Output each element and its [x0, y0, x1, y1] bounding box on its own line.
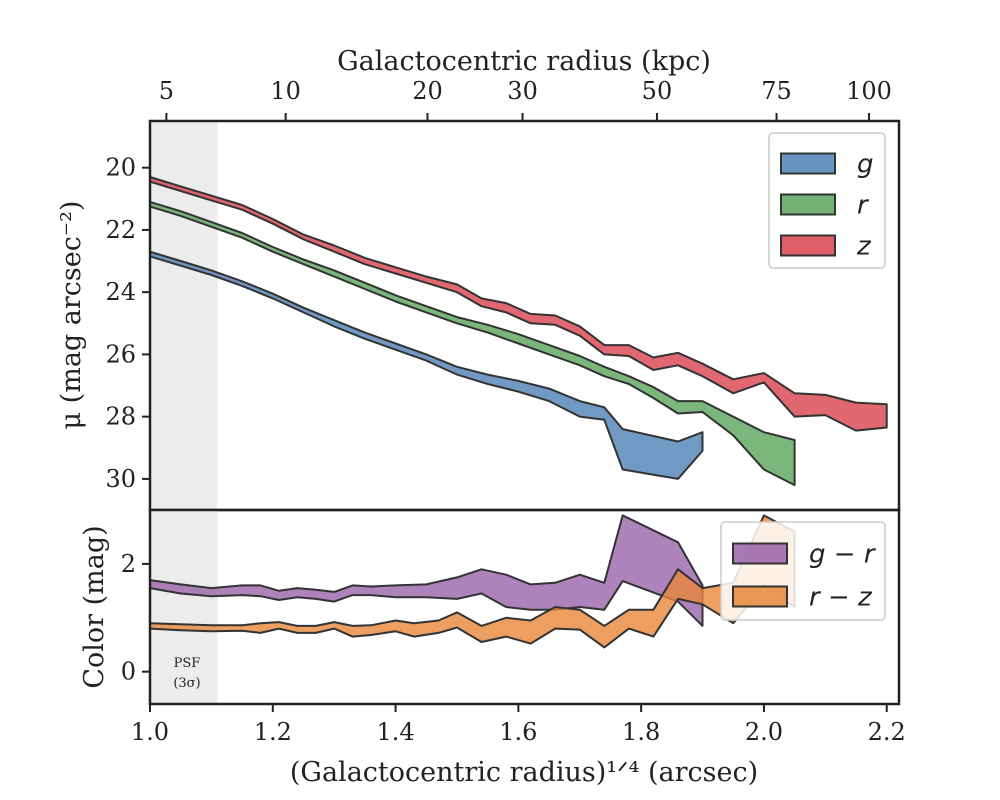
top-kpc-tick-label: 50 — [642, 77, 673, 105]
bottom-x-tick-label: 1.8 — [622, 718, 660, 746]
bottom-x-tick-label: 1.6 — [499, 718, 537, 746]
top-y-tick-label: 22 — [105, 216, 136, 244]
legend-label: g − r — [809, 540, 877, 570]
top-y-tick-label: 20 — [105, 154, 136, 182]
bottom-series-areas — [149, 514, 796, 649]
top-legend: grz — [768, 132, 886, 269]
top-series-areas — [149, 176, 888, 487]
bottom-x-tick-label: 1.2 — [254, 718, 292, 746]
legend-label: r − z — [809, 583, 873, 613]
legend-swatch — [732, 585, 788, 608]
bottom-x-tick-label: 1.4 — [376, 718, 414, 746]
bottom-x-tick-label: 1.0 — [131, 718, 169, 746]
legend-label: g — [857, 150, 874, 180]
top-x-axis-label: Galactocentric radius (kpc) — [337, 46, 711, 77]
top-kpc-tick-label: 100 — [846, 77, 892, 105]
bottom-legend: g − r r − z — [720, 521, 886, 621]
top-kpc-ticks: 5 10 20 30 50 75 100 — [159, 77, 892, 121]
bottom-y-axis-label: Color (mag) — [79, 525, 110, 688]
bottom-y-tick-label: 2 — [121, 550, 136, 578]
legend-swatch — [732, 542, 788, 565]
bottom-panel-frame — [148, 508, 901, 706]
bottom-x-ticks: 1.0 1.2 1.4 1.6 1.8 2.0 2.2 — [131, 704, 906, 746]
top-y-tick-label: 26 — [105, 340, 136, 368]
top-y-tick-label: 28 — [105, 403, 136, 431]
top-y-tick-label: 30 — [105, 465, 136, 493]
series-band-r — [149, 200, 796, 487]
bottom-y-ticks: 02 — [121, 550, 150, 686]
series-band-g — [149, 250, 704, 480]
bottom-x-tick-label: 2.2 — [868, 718, 906, 746]
top-kpc-tick-label: 10 — [270, 77, 301, 105]
top-kpc-tick-label: 30 — [507, 77, 538, 105]
top-panel: 20 22 24 26 28 30 5 10 20 30 50 75 100 Galactocentr… — [56, 46, 901, 512]
legend-swatch — [780, 193, 836, 216]
legend-label: r — [857, 191, 870, 221]
bottom-y-tick-label: 0 — [121, 658, 136, 686]
top-y-ticks: 20 22 24 26 28 30 — [105, 154, 150, 493]
bottom-psf-shaded-region — [150, 510, 218, 704]
psf-label-line2: (3σ) — [173, 676, 200, 691]
bottom-x-tick-label: 2.0 — [745, 718, 783, 746]
top-kpc-tick-label: 20 — [412, 77, 443, 105]
bottom-x-axis-label: (Galactocentric radius)¹ᐟ⁴ (arcsec) — [290, 757, 758, 788]
series-band-gr — [149, 514, 704, 627]
top-y-axis-label: μ (mag arcsec⁻²) — [56, 201, 87, 430]
top-y-tick-label: 24 — [105, 278, 136, 306]
top-kpc-tick-label: 75 — [761, 77, 792, 105]
psf-label-line1: PSF — [174, 656, 201, 671]
legend-label: z — [856, 232, 872, 262]
bottom-panel: PSF (3σ) 02 1.0 1.2 1.4 1.6 1.8 2.0 2.2 (Galac… — [79, 508, 906, 788]
legend-swatch — [780, 152, 836, 175]
top-kpc-tick-label: 5 — [159, 77, 174, 105]
series-band-z — [149, 176, 888, 432]
legend-swatch — [780, 234, 836, 257]
